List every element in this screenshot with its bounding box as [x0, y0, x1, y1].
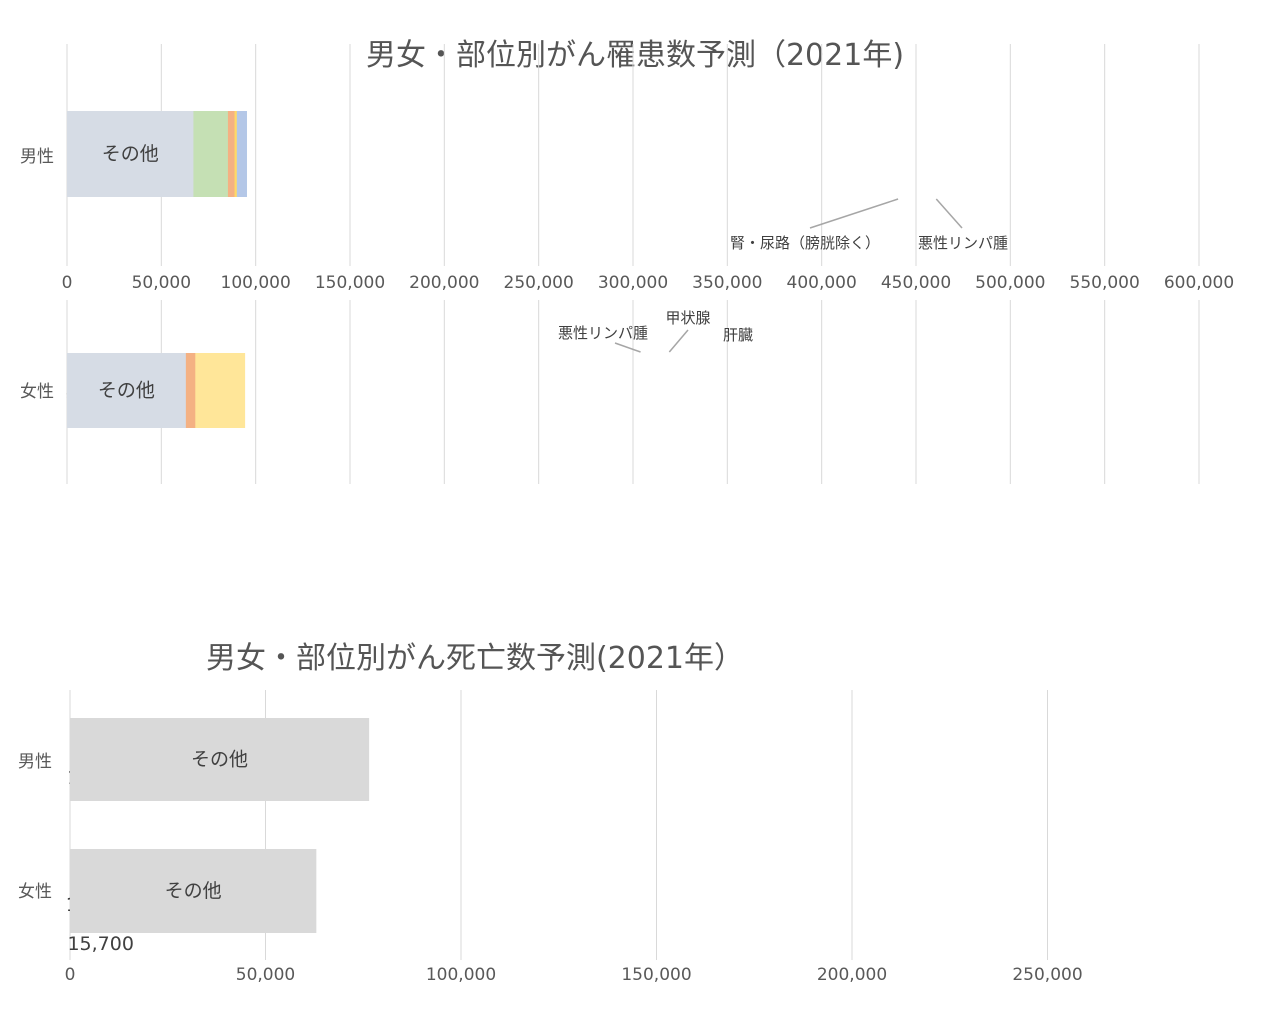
incidence-gridlines [66, 44, 1200, 484]
x-tick-label: 0 [65, 965, 76, 985]
row-label: 女性 [20, 382, 54, 402]
bar-segment [67, 353, 186, 428]
incidence-rows: 男性前立腺95,400胃90,000大腸88,800肺85,300肝臓膵臓食道膀… [20, 111, 247, 428]
segment-value-label: 15,700 [67, 933, 133, 955]
x-tick-label: 400,000 [787, 273, 857, 293]
x-tick-label: 50,000 [236, 965, 295, 985]
x-tick-label: 450,000 [881, 273, 951, 293]
segment-name-label: その他 [102, 143, 159, 165]
callout-leader [614, 342, 641, 353]
segment-name-label: その他 [165, 880, 222, 902]
callout-label: 甲状腺 [665, 309, 710, 327]
callout-label: 肝臓 [723, 326, 753, 344]
x-tick-label: 150,000 [621, 965, 691, 985]
callout-label: 悪性リンパ腫 [918, 234, 1008, 252]
callout-label: 腎・尿路（膀胱除く） [730, 234, 880, 252]
x-tick-label: 100,000 [221, 273, 291, 293]
x-tick-label: 0 [62, 273, 73, 293]
x-tick-label: 350,000 [692, 273, 762, 293]
incidence-chart-title: 男女・部位別がん罹患数予測（2021年) [366, 38, 904, 73]
callout-leader [935, 198, 963, 229]
x-tick-label: 50,000 [132, 273, 191, 293]
segment-name-label: その他 [98, 380, 155, 402]
row-label: 女性 [18, 882, 52, 902]
incidence-chart: 男女・部位別がん罹患数予測（2021年) 0 50,000 100,000 150,0… [20, 38, 1234, 484]
row-label: 男性 [20, 147, 54, 167]
x-tick-label: 600,000 [1164, 273, 1234, 293]
x-tick-label: 550,000 [1070, 273, 1140, 293]
x-tick-label: 250,000 [1012, 965, 1082, 985]
row-label: 男性 [18, 752, 52, 772]
bar-segment [70, 849, 317, 933]
bar-segment [70, 718, 370, 801]
bar-segment [67, 111, 194, 197]
mortality-x-tick-labels: 0 50,000 100,000 150,000 200,000 250,000 [65, 965, 1083, 985]
x-tick-label: 250,000 [504, 273, 574, 293]
mortality-chart: 男女・部位別がん死亡数予測(2021年） 0 50,000 100,000 150,0… [18, 641, 1083, 985]
callout-leader [668, 329, 689, 353]
x-tick-label: 200,000 [409, 273, 479, 293]
mortality-chart-title: 男女・部位別がん死亡数予測(2021年） [206, 641, 744, 676]
segment-name-label: その他 [191, 749, 248, 771]
x-tick-label: 150,000 [315, 273, 385, 293]
x-tick-label: 300,000 [598, 273, 668, 293]
x-tick-label: 200,000 [817, 965, 887, 985]
mortality-rows: 男性肺52,600大腸28,500胃27,200膵臓18,600肝臓15,600… [18, 718, 370, 955]
incidence-x-tick-labels: 0 50,000 100,000 150,000 200,000 250,000 300,0… [62, 273, 1235, 293]
callout-leader [809, 198, 899, 229]
callout-label: 悪性リンパ腫 [558, 324, 648, 342]
x-tick-label: 100,000 [426, 965, 496, 985]
x-tick-label: 500,000 [975, 273, 1045, 293]
